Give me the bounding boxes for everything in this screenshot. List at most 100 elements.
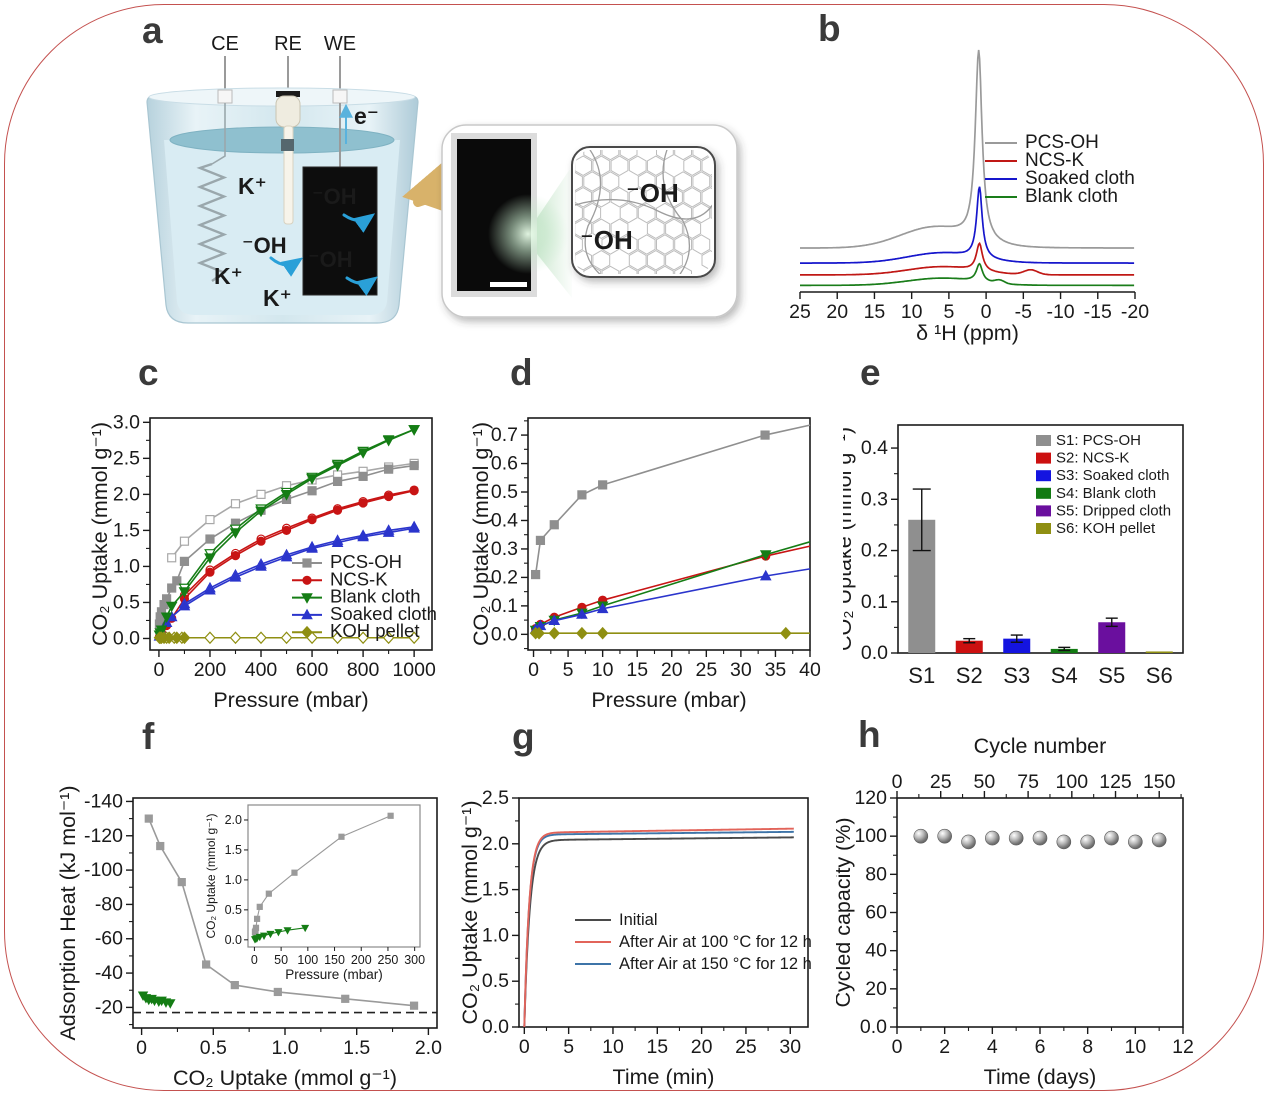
axis-label-x: Time (days) xyxy=(984,1065,1097,1089)
axis-label-y: CO₂ Uptake (mmol g⁻¹) xyxy=(458,801,482,1025)
tick-label: 3.0 xyxy=(113,411,140,433)
tick-label: 1.0 xyxy=(271,1037,298,1059)
plot-frame xyxy=(149,417,433,651)
marker-tri-down xyxy=(283,927,292,935)
legend-label: S3: Soaked cloth xyxy=(1056,467,1169,484)
marker-square xyxy=(179,556,190,566)
legend-swatch xyxy=(1036,452,1051,464)
marker-diamond xyxy=(204,631,216,645)
bar-S3 xyxy=(1003,638,1031,653)
tick-label: 1.5 xyxy=(482,879,509,901)
marker-tri-up xyxy=(596,602,609,614)
panel-b-chart-svg: 25 20 15 10 5 0 -5 -10 -15 -20 δ ¹H (ppm) PCS-OHNCS… xyxy=(789,49,1149,345)
carbon-structure-panel xyxy=(571,146,716,278)
tick-label: 2.0 xyxy=(415,1037,442,1059)
marker-tri-down xyxy=(229,528,242,539)
tick-label: 10 xyxy=(1124,1036,1146,1058)
tick-label: 10 xyxy=(592,659,614,681)
legend-label: Soaked cloth xyxy=(330,603,437,624)
panel-e-chart: 0.0 0.1 0.2 0.3 0.4 CO₂ Uptake (mmol g⁻¹) S1 S2… xyxy=(832,348,1258,715)
legend-label: Blank cloth xyxy=(330,586,421,607)
tick-label: 5 xyxy=(563,1036,574,1058)
panel-label-g: g xyxy=(512,716,535,757)
tick-label: 30 xyxy=(779,1036,801,1058)
inset-tick-label: 1.0 xyxy=(225,873,242,887)
electrode-label-re: RE xyxy=(274,33,302,55)
panel-label-d: d xyxy=(510,352,533,393)
tick-label: 1.5 xyxy=(113,519,140,541)
legend-label: After Air at 150 °C for 12 h xyxy=(619,955,812,973)
marker-diamond xyxy=(357,631,369,645)
tick-label: 100 xyxy=(1056,771,1089,793)
marker-square xyxy=(265,890,272,897)
marker-square xyxy=(256,489,266,499)
category-label: S3 xyxy=(1003,663,1030,688)
marker-tri-down xyxy=(331,461,344,472)
legend-label: PCS-OH xyxy=(330,551,402,572)
marker-circle xyxy=(205,567,215,577)
marker-square xyxy=(332,476,343,487)
tick-label: 0.4 xyxy=(491,509,518,531)
potassium-ion-label: K⁺ xyxy=(214,263,243,289)
legend-label: S4: Blank cloth xyxy=(1056,485,1156,502)
marker-tri-down xyxy=(280,490,293,501)
legend-label: PCS-OH xyxy=(1025,132,1099,153)
tick-label: 10 xyxy=(602,1036,624,1058)
panel-f-chart-svg: 0 0.5 1.0 1.5 2.0 -140 -120 -100 -80 -60 -40 -20 CO₂… xyxy=(56,785,442,1090)
tick-label: 1.5 xyxy=(343,1037,370,1059)
data-sphere xyxy=(1128,834,1143,850)
marker-diamond xyxy=(163,631,175,645)
inset-frame xyxy=(247,804,421,948)
tick-label: 0.0 xyxy=(482,1016,509,1038)
legend-label: Blank cloth xyxy=(1025,186,1118,207)
tick-label: 0.0 xyxy=(113,627,140,649)
tick-label: -120 xyxy=(84,825,123,847)
tick-label: 40 xyxy=(865,940,887,962)
marker-square xyxy=(535,535,546,546)
tick-label: 25 xyxy=(930,771,952,793)
electron-label: e⁻ xyxy=(354,103,379,129)
marker-diamond xyxy=(280,631,293,645)
marker-tri-down xyxy=(255,506,267,518)
tick-label: -5 xyxy=(1015,301,1032,323)
marker-tri-down xyxy=(165,601,178,613)
marker-square xyxy=(409,1001,419,1010)
kinetic-curve-Initial xyxy=(523,836,794,1028)
marker-diamond xyxy=(178,631,191,645)
inset-tick-label: 0 xyxy=(251,953,258,967)
tick-label: 800 xyxy=(347,659,380,681)
plot-frame xyxy=(897,424,1184,654)
inset-tick-label: 100 xyxy=(297,953,318,967)
tick-label: 30 xyxy=(730,659,752,681)
marker-diamond xyxy=(255,631,267,645)
tick-label: 20 xyxy=(865,978,887,1000)
tick-label: 2.5 xyxy=(482,787,509,809)
inset-tick-label: 1.5 xyxy=(225,843,242,857)
tick-label: 6 xyxy=(1035,1036,1046,1058)
marker-diamond xyxy=(382,631,395,645)
marker-tri-down xyxy=(160,612,173,624)
marker-tri-down xyxy=(255,933,264,942)
tick-label: 15 xyxy=(864,301,886,323)
series-line-NCS-K desorption xyxy=(183,489,415,596)
magnified-hydroxide-label: ⁻OH xyxy=(580,225,633,255)
tick-label: 10 xyxy=(901,301,923,323)
panel-a-electrochemical-cell-diagram: CE RE WE e⁻ K⁺ K⁺ K⁺ ⁻OH ⁻OH ⁻OH ⁻OH ⁻OH xyxy=(28,6,773,351)
marker-square xyxy=(384,464,394,474)
inset-tick-label: 150 xyxy=(324,953,345,967)
marker-circle xyxy=(307,514,317,525)
marker-square xyxy=(387,812,394,819)
legend-label: Soaked cloth xyxy=(1025,168,1135,189)
marker-diamond xyxy=(780,626,792,640)
marker-tri-down xyxy=(382,435,395,447)
axis-label-x: CO₂ Uptake (mmol g⁻¹) xyxy=(173,1066,397,1090)
inset-tick-label: 2.0 xyxy=(225,813,242,827)
marker-square xyxy=(230,499,241,509)
marker-square xyxy=(161,594,172,604)
tick-label: 1000 xyxy=(392,659,436,681)
marker-square xyxy=(253,915,261,922)
axis-label-x: δ ¹H (ppm) xyxy=(916,321,1019,345)
legend-label: KOH pellet xyxy=(330,620,419,641)
tick-label: 75 xyxy=(1017,771,1039,793)
marker-square xyxy=(202,960,211,969)
